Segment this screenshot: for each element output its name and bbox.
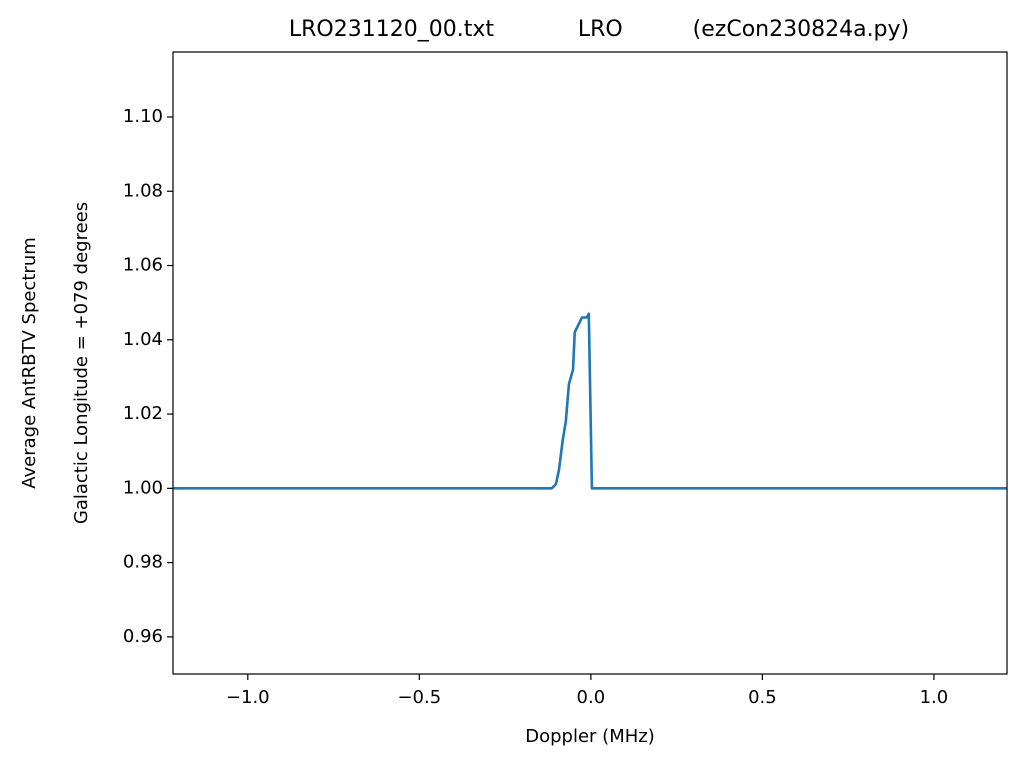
y-tick-label: 0.96: [123, 626, 163, 647]
x-tick-label: 1.0: [920, 687, 949, 708]
y-axis-label: Galactic Longitude = +079 degrees: [71, 202, 92, 524]
y-tick-label: 0.98: [123, 552, 163, 573]
y-tick-label: 1.06: [123, 255, 163, 276]
x-tick-label: 0.0: [577, 687, 606, 708]
plot-frame: [172, 51, 1008, 675]
y-tick-label: 1.00: [123, 477, 163, 498]
x-tick-label: 0.5: [748, 687, 777, 708]
y-tick-label: 1.02: [123, 403, 163, 424]
x-tick-label: −1.0: [226, 687, 270, 708]
y-tick-label: 1.08: [123, 180, 163, 201]
chart-title: LRO231120_00.txt LRO (ezCon230824a.py): [289, 17, 909, 42]
x-axis-label: Doppler (MHz): [525, 726, 654, 747]
y-tick-label: 1.04: [123, 329, 163, 350]
x-tick-label: −0.5: [397, 687, 441, 708]
y-axis-label: Average AntRBTV Spectrum: [19, 237, 40, 489]
y-tick-label: 1.10: [123, 106, 163, 127]
data-line: [173, 312, 1007, 490]
